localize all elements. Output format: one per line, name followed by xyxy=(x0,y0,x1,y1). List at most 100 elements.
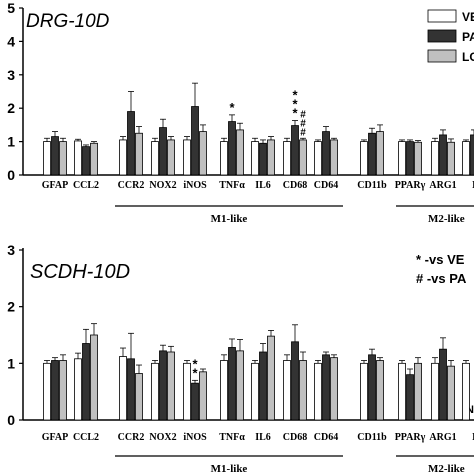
legend: VE PA LC xyxy=(427,9,474,64)
bar-ve-iNOS xyxy=(183,139,191,176)
category-label-NOX2: NOX2 xyxy=(149,432,176,443)
significance-mark: * xyxy=(192,356,198,371)
bar-ve-CCR2 xyxy=(119,139,127,176)
legend-swatch-lc xyxy=(427,49,457,63)
category-label-CCR2: CCR2 xyxy=(118,432,145,443)
y-tick-label: 0 xyxy=(7,412,15,428)
bar-ve-GFAP xyxy=(43,362,51,421)
category-label-CCL2: CCL2 xyxy=(73,180,99,191)
bar-pa-GFAP xyxy=(51,136,59,176)
bar-ve-CD11b xyxy=(360,141,368,176)
significance-mark: * xyxy=(292,106,298,121)
bar-pa-CD64 xyxy=(322,354,330,421)
bar-pa-GFAP xyxy=(51,360,59,421)
category-label-CD64: CD64 xyxy=(314,432,338,443)
category-label-TNFα: TNFα xyxy=(219,180,245,191)
note-vs-pa: # -vs PA xyxy=(416,271,467,286)
bar-pa-NOX2 xyxy=(159,127,167,176)
category-label-CD68: CD68 xyxy=(283,432,307,443)
bar-ve-CCL2 xyxy=(74,358,82,421)
category-label-I: I xyxy=(472,180,474,191)
bar-pa-NOX2 xyxy=(159,350,167,421)
group-label-m2: M2-like xyxy=(428,213,465,225)
bar-lc-CCR2 xyxy=(135,132,143,176)
bar-lc-CD68 xyxy=(299,360,307,421)
group-label-m1: M1-like xyxy=(211,213,248,225)
bar-lc-CD64 xyxy=(330,357,338,421)
y-tick-label: 1 xyxy=(7,134,15,150)
bar-pa-IL6 xyxy=(259,351,267,421)
bar-ve-GFAP xyxy=(43,141,51,176)
bar-ve-IL6 xyxy=(251,141,259,176)
y-tick-label: 2 xyxy=(7,100,15,116)
panel-title-scdh: SCDH-10D xyxy=(30,261,130,283)
bar-pa-CD11b xyxy=(368,354,376,421)
bar-ve-CCL2 xyxy=(74,140,82,176)
category-label-iNOS: iNOS xyxy=(183,432,207,443)
bar-lc-CD68 xyxy=(299,139,307,176)
bar-pa-CD64 xyxy=(322,131,330,176)
y-tick-label: 5 xyxy=(7,0,15,16)
y-tick-label: 2 xyxy=(7,299,15,315)
y-tick-label: 3 xyxy=(7,67,15,83)
bar-pa-PPARγ xyxy=(406,374,414,421)
legend-label-lc: LC xyxy=(462,50,474,64)
category-label-iNOS: iNOS xyxy=(183,180,207,191)
bar-lc-ARG1 xyxy=(447,141,455,176)
bar-lc-TNFα xyxy=(236,129,244,176)
bar-pa-CCL2 xyxy=(82,343,90,421)
significance-mark: * xyxy=(292,88,298,103)
y-tick-label: 1 xyxy=(7,355,15,371)
bar-pa-I xyxy=(470,134,474,176)
y-tick-label: 3 xyxy=(7,242,15,258)
bar-lc-CD64 xyxy=(330,139,338,176)
bar-pa-ARG1 xyxy=(439,348,447,421)
bar-ve-NOX2 xyxy=(151,362,159,421)
panel-title-drg: DRG-10D xyxy=(26,11,110,32)
category-label-IL6: IL6 xyxy=(255,432,271,443)
category-label-TNFα: TNFα xyxy=(219,432,245,443)
bar-pa-CD68 xyxy=(291,341,299,421)
group-label-m1: M1-like xyxy=(211,463,248,474)
category-label-ARG1: ARG1 xyxy=(429,432,456,443)
bar-lc-IL6 xyxy=(267,335,275,421)
bar-pa-IL6 xyxy=(259,142,267,176)
bar-pa-TNFα xyxy=(228,121,236,176)
bar-lc-IL6 xyxy=(267,139,275,176)
category-label-GFAP: GFAP xyxy=(42,180,68,191)
bar-lc-CCR2 xyxy=(135,373,143,421)
bar-pa-TNFα xyxy=(228,347,236,421)
group-label-m2: M2-like xyxy=(428,463,465,474)
bar-pa-CCR2 xyxy=(127,111,135,176)
panel-drg-10d: DRG-10D VE PA LC 0 1 2 3 4 5 GFAP CCL2 CCR2 NOX2 iNO… xyxy=(7,0,474,225)
bar-ve-I xyxy=(462,141,470,176)
bar-lc-PPARγ xyxy=(414,362,422,421)
bar-lc-ARG1 xyxy=(447,365,455,421)
bar-lc-iNOS xyxy=(199,131,207,176)
bar-ve-ARG1 xyxy=(431,362,439,421)
bar-ve-CD68 xyxy=(283,141,291,176)
category-label-CD11b: CD11b xyxy=(357,180,387,191)
bar-lc-GFAP xyxy=(59,141,67,176)
significance-mark: # xyxy=(300,118,306,129)
legend-swatch-ve xyxy=(427,9,457,23)
bar-lc-CD11b xyxy=(376,360,384,421)
bar-ve-CCR2 xyxy=(119,356,127,421)
bar-ve-PPARγ xyxy=(398,362,406,421)
bar-pa-iNOS xyxy=(191,382,199,421)
bar-pa-CD11b xyxy=(368,132,376,176)
trailing-label: N xyxy=(466,404,474,416)
category-label-CD68: CD68 xyxy=(283,180,307,191)
bar-pa-CD68 xyxy=(291,125,299,176)
bar-lc-TNFα xyxy=(236,350,244,421)
y-tick-label: 0 xyxy=(7,167,15,183)
category-label-CD11b: CD11b xyxy=(357,432,387,443)
bar-ve-CD64 xyxy=(314,362,322,421)
y-tick-label: 4 xyxy=(7,33,15,49)
bar-ve-TNFα xyxy=(220,360,228,421)
bar-ve-IL6 xyxy=(251,362,259,421)
bar-ve-CD64 xyxy=(314,141,322,176)
category-label-CCL2: CCL2 xyxy=(73,432,99,443)
significance-mark: # xyxy=(300,109,306,120)
